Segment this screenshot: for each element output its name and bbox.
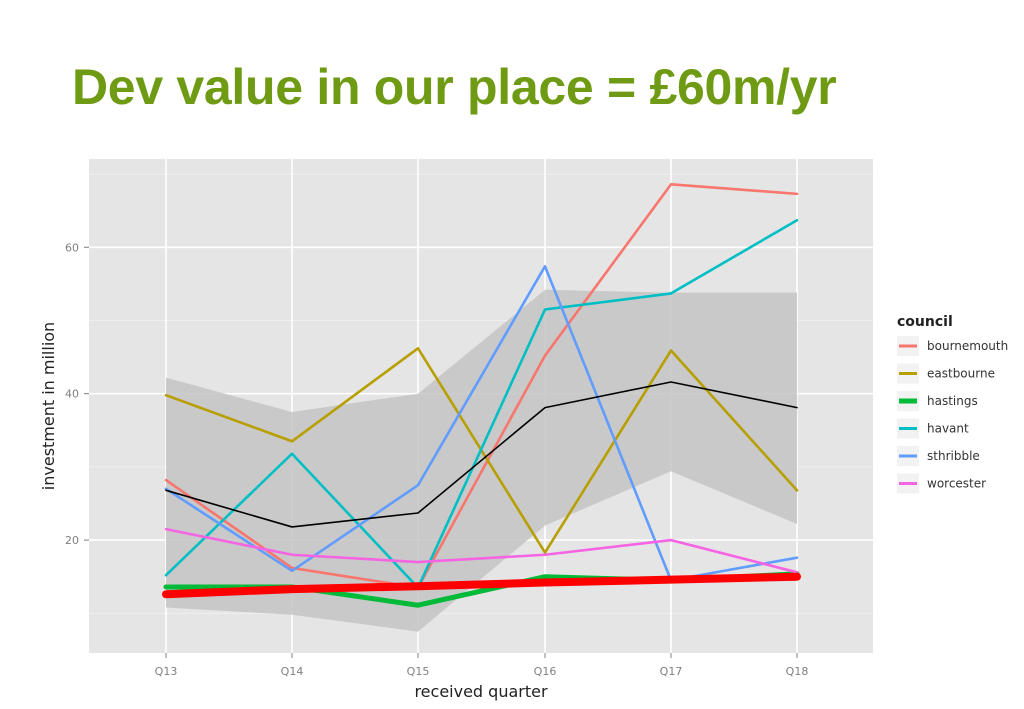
x-tick-label: Q17 xyxy=(660,665,683,678)
legend-label-havant: havant xyxy=(927,422,969,436)
series-line-havant xyxy=(164,218,799,589)
legend-label-bournemouth: bournemouth xyxy=(927,339,1008,353)
x-axis-title: received quarter xyxy=(414,682,548,701)
x-tick-label: Q18 xyxy=(786,665,809,678)
series-lines xyxy=(162,183,801,608)
y-axis-title: investment in million xyxy=(39,322,58,490)
x-tick-label: Q16 xyxy=(534,665,557,678)
series-line-worcester xyxy=(164,527,799,574)
trend-line xyxy=(162,572,801,599)
x-tick-label: Q15 xyxy=(407,665,430,678)
x-axis: Q13 Q14 Q15 Q16 Q17 Q18 xyxy=(155,653,809,678)
legend-label-hastings: hastings xyxy=(927,394,978,408)
x-tick-label: Q14 xyxy=(281,665,304,678)
slide-title: Dev value in our place = £60m/yr xyxy=(72,59,837,115)
y-axis: 20 40 60 xyxy=(65,241,89,547)
x-tick-label: Q13 xyxy=(155,665,178,678)
legend-title: council xyxy=(897,314,953,330)
legend-label-sthribble: sthribble xyxy=(927,449,980,463)
legend-label-eastbourne: eastbourne xyxy=(927,367,995,381)
y-tick-label: 60 xyxy=(65,241,79,254)
legend-label-worcester: worcester xyxy=(927,477,986,491)
y-tick-label: 40 xyxy=(65,388,79,401)
legend: council bournemouth eastbourne hastings hav… xyxy=(897,314,1008,494)
series-line-bournemouth xyxy=(164,183,799,589)
smoothed-mean-line xyxy=(165,381,798,528)
y-tick-label: 20 xyxy=(65,534,79,547)
